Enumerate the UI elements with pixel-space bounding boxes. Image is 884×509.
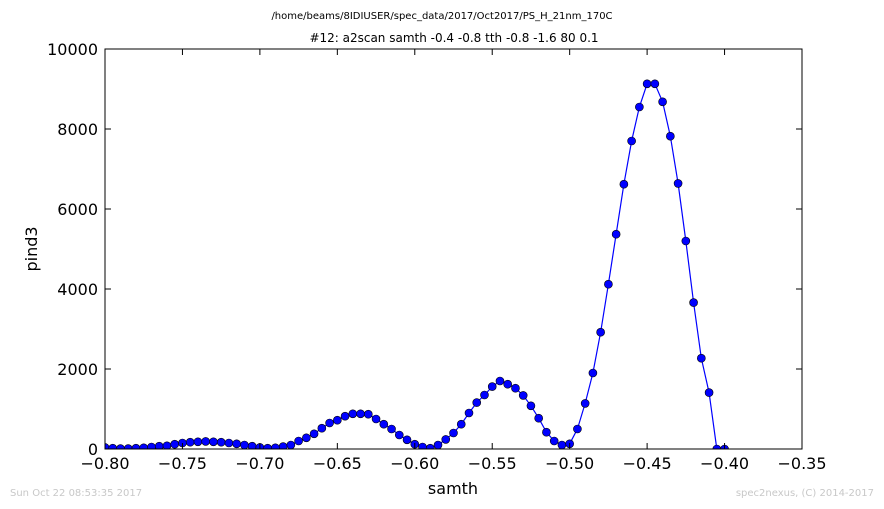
data-point xyxy=(704,388,714,397)
data-point xyxy=(673,179,683,188)
data-point xyxy=(170,439,179,449)
data-point xyxy=(580,399,590,408)
data-point xyxy=(193,437,203,447)
data-point xyxy=(511,383,520,393)
data-point xyxy=(240,440,249,449)
data-point xyxy=(371,414,381,424)
data-point xyxy=(635,102,644,112)
plot-frame xyxy=(104,48,803,450)
data-point xyxy=(627,136,636,146)
data-point xyxy=(232,439,241,449)
data-point xyxy=(286,440,296,449)
data-point xyxy=(619,179,629,189)
data-point xyxy=(534,413,543,423)
data-point xyxy=(364,409,373,419)
data-point xyxy=(480,390,489,400)
data-point xyxy=(557,440,567,449)
data-point xyxy=(418,442,427,449)
data-point xyxy=(487,382,497,391)
data-point xyxy=(542,427,551,437)
data-point xyxy=(650,79,660,89)
x-tick-label: −0.35 xyxy=(777,454,826,473)
data-point xyxy=(263,443,272,449)
data-point xyxy=(348,409,358,419)
data-point xyxy=(402,435,412,445)
x-tick-label: −0.80 xyxy=(80,454,129,473)
x-tick-label: −0.75 xyxy=(158,454,207,473)
x-tick-label: −0.55 xyxy=(468,454,517,473)
footer-timestamp: Sun Oct 22 08:53:35 2017 xyxy=(10,488,143,499)
y-tick-label: 2000 xyxy=(57,360,98,379)
data-point xyxy=(224,438,234,448)
data-point xyxy=(139,443,149,449)
data-point xyxy=(379,419,389,429)
data-point xyxy=(131,443,141,449)
y-tick-label: 4000 xyxy=(57,280,98,299)
data-point xyxy=(503,379,513,389)
y-tick-label: 10000 xyxy=(47,40,98,59)
x-tick-label: −0.50 xyxy=(545,454,594,473)
data-point xyxy=(697,353,706,363)
data-point xyxy=(302,433,311,443)
data-point xyxy=(441,435,451,444)
data-point xyxy=(325,418,334,428)
data-point xyxy=(464,408,474,418)
data-point xyxy=(271,443,280,449)
data-point xyxy=(317,423,327,433)
data-point xyxy=(449,428,458,438)
data-point xyxy=(340,411,350,421)
data-point xyxy=(433,440,443,449)
x-tick-label: −0.60 xyxy=(390,454,439,473)
data-point xyxy=(309,429,319,439)
x-tick-label: −0.70 xyxy=(235,454,284,473)
chart-title: #12: a2scan samth -0.4 -0.8 tth -0.8 -1.… xyxy=(309,31,598,45)
data-point xyxy=(209,437,218,447)
data-point xyxy=(356,409,365,419)
y-tick-label: 0 xyxy=(88,440,98,459)
data-point xyxy=(604,279,613,289)
data-point xyxy=(596,327,605,337)
data-point xyxy=(201,437,210,446)
data-point xyxy=(108,443,118,449)
data-point xyxy=(611,229,621,239)
x-tick-label: −0.65 xyxy=(313,454,362,473)
data-point xyxy=(456,419,466,429)
data-point xyxy=(518,391,528,400)
data-point xyxy=(394,430,404,440)
data-point xyxy=(147,442,156,449)
data-point xyxy=(689,298,698,307)
data-point xyxy=(333,415,342,425)
x-tick-label: −0.40 xyxy=(700,454,749,473)
data-point xyxy=(185,437,195,447)
data-point xyxy=(216,437,226,447)
data-point xyxy=(573,424,582,434)
data-point xyxy=(642,79,652,89)
data-series-group xyxy=(105,79,729,449)
y-axis-label: pind3 xyxy=(22,226,41,271)
chart-suptitle: /home/beams/8IDIUSER/spec_data/2017/Oct2… xyxy=(271,11,612,22)
data-point xyxy=(658,97,667,107)
x-tick-label: −0.45 xyxy=(623,454,672,473)
data-point xyxy=(681,236,691,246)
data-point xyxy=(712,444,722,449)
data-point xyxy=(495,376,505,386)
data-point xyxy=(387,424,396,434)
y-tick-label: 8000 xyxy=(57,120,98,139)
data-point xyxy=(294,436,303,446)
data-point xyxy=(425,443,435,449)
data-point xyxy=(666,131,675,141)
data-point xyxy=(549,436,559,446)
y-tick-label: 6000 xyxy=(57,200,98,219)
data-point xyxy=(588,368,598,378)
data-point xyxy=(472,398,482,407)
x-axis-label: samth xyxy=(428,479,478,498)
data-point xyxy=(526,401,536,411)
footer-credit: spec2nexus, (C) 2014-2017 xyxy=(735,488,874,499)
